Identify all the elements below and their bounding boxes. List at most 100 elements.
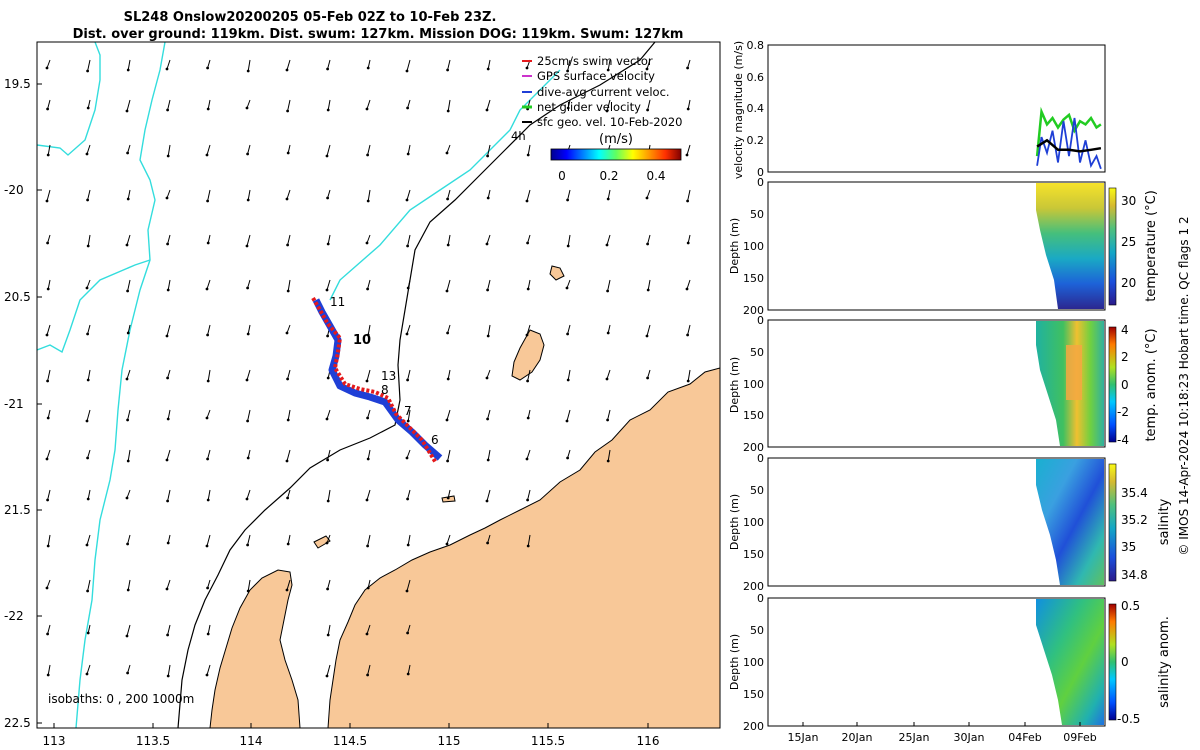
geo-velocity-arrow	[207, 624, 211, 635]
geo-velocity-arrowhead	[206, 498, 210, 502]
geo-velocity-arrowhead	[605, 377, 609, 381]
geo-velocity-arrowhead	[166, 541, 170, 545]
geo-velocity-arrowhead	[45, 199, 49, 203]
island-barrow	[511, 329, 545, 381]
geo-velocity-arrowhead	[646, 288, 650, 292]
map-lon-label-115: 115	[438, 734, 461, 748]
geo-velocity-arrow	[366, 624, 371, 635]
geo-velocity-arrowhead	[326, 108, 330, 112]
geo-velocity-arrowhead	[206, 457, 210, 461]
geo-velocity-arrowhead	[286, 377, 289, 381]
geo-velocity-arrow	[607, 449, 611, 462]
geo-velocity-arrowhead	[566, 332, 569, 336]
geo-velocity-arrow	[326, 534, 331, 544]
geo-velocity-arrow	[287, 279, 291, 292]
chart-title-line1: SL248 Onslow20200205 05-Feb 02Z to 10-Fe…	[124, 10, 497, 25]
temperature-clabel: temperature (°C)	[1144, 190, 1159, 302]
date-tick-30jan: 30Jan	[954, 731, 985, 744]
geo-velocity-arrowhead	[46, 632, 49, 636]
geo-velocity-arrow	[606, 234, 611, 246]
geo-velocity-arrow	[366, 369, 371, 382]
geo-velocity-arrowhead	[646, 108, 649, 112]
geo-velocity-arrowhead	[406, 543, 410, 547]
geo-velocity-arrow	[407, 664, 411, 675]
geo-velocity-arrow	[687, 189, 691, 202]
geo-velocity-arrowhead	[525, 457, 529, 461]
geo-velocity-arrowhead	[485, 376, 489, 380]
geo-velocity-arrowhead	[486, 541, 489, 545]
geo-velocity-arrowhead	[605, 109, 609, 113]
geo-velocity-arrowhead	[685, 153, 689, 157]
geo-velocity-arrowhead	[445, 289, 449, 293]
geo-velocity-arrow	[87, 189, 91, 201]
sal-anom-ctick-0-5: 0.5	[1121, 599, 1140, 613]
colorbar-tick-0-2: 0.2	[599, 169, 618, 183]
geo-velocity-arrowhead	[86, 244, 90, 248]
geo-velocity-arrow	[247, 534, 251, 546]
geo-velocity-arrowhead	[406, 419, 410, 423]
geo-velocity-arrow	[406, 189, 411, 201]
geo-velocity-arrow	[567, 234, 571, 247]
geo-velocity-arrowhead	[166, 242, 170, 246]
geo-velocity-arrow	[167, 234, 171, 245]
geo-velocity-arrowhead	[125, 496, 129, 500]
geo-velocity-arrowhead	[606, 197, 610, 201]
geo-velocity-arrow	[567, 369, 571, 381]
geo-velocity-arrowhead	[125, 243, 129, 247]
geo-velocity-arrowhead	[446, 109, 450, 113]
geo-velocity-arrowhead	[406, 672, 410, 676]
geo-velocity-arrow	[246, 234, 251, 247]
geo-velocity-arrowhead	[485, 499, 489, 503]
geo-velocity-arrow	[606, 99, 611, 112]
day-label-10: 10	[353, 333, 371, 348]
geo-velocity-arrow	[46, 579, 51, 589]
geo-velocity-arrowhead	[86, 497, 90, 501]
map-lat-label-20-5: 20.5	[4, 290, 31, 304]
geo-velocity-arrow	[607, 59, 611, 71]
velocity-ytick-0-8: 0.8	[747, 39, 765, 52]
geo-velocity-arrowhead	[365, 498, 369, 502]
geo-velocity-arrow	[406, 324, 411, 335]
velocity-ytick-0-2: 0.2	[747, 134, 765, 147]
peninsula-land	[209, 569, 301, 728]
geo-velocity-arrow	[127, 59, 131, 71]
geo-velocity-arrowhead	[45, 66, 49, 70]
temp-anom-clabel: temp. anom. (°C)	[1144, 328, 1159, 441]
geo-velocity-arrow	[407, 234, 411, 247]
geo-velocity-arrowhead	[365, 241, 369, 245]
geo-velocity-arrowhead	[325, 417, 329, 421]
geo-velocity-arrowhead	[46, 107, 49, 111]
colorbar-tick-0: 0	[558, 169, 566, 183]
geo-velocity-arrow	[367, 664, 371, 676]
geo-velocity-arrowhead	[206, 241, 210, 245]
salinity-clabel: salinity	[1157, 498, 1172, 545]
geo-velocity-arrow	[206, 664, 211, 676]
geo-velocity-arrow	[567, 324, 571, 335]
temp-anom-ytick-50: 50	[750, 346, 764, 359]
temp-anom-ytick-0: 0	[757, 314, 764, 327]
map-colorbar: (m/s) 0 0.2 0.4	[550, 132, 682, 183]
geo-velocity-arrowhead	[246, 198, 250, 202]
geo-velocity-arrowhead	[86, 332, 89, 336]
series-sfc-geo-velocity	[1036, 138, 1102, 153]
geo-velocity-arrowhead	[366, 416, 369, 420]
legend-label-gps: GPS surface velocity	[537, 69, 655, 83]
geo-velocity-arrowhead	[86, 106, 90, 110]
geo-velocity-arrow	[407, 144, 411, 155]
geo-velocity-arrowhead	[325, 288, 329, 292]
geo-velocity-arrowhead	[686, 199, 689, 203]
geo-velocity-arrow	[46, 189, 51, 202]
geo-velocity-arrow	[487, 279, 491, 291]
geo-velocity-arrowhead	[126, 151, 129, 155]
map-lat-label-20: -20	[4, 183, 24, 197]
geo-velocity-arrow	[246, 99, 251, 109]
geo-velocity-arrowhead	[646, 376, 649, 380]
island-small-1	[549, 265, 565, 281]
geo-velocity-arrow	[87, 369, 91, 381]
salinity-ylabel: Depth (m)	[728, 494, 741, 550]
geo-velocity-arrowhead	[326, 458, 329, 462]
geo-velocity-arrowhead	[166, 376, 170, 380]
geo-velocity-arrowhead	[245, 497, 249, 501]
geo-velocity-arrow	[327, 579, 331, 590]
